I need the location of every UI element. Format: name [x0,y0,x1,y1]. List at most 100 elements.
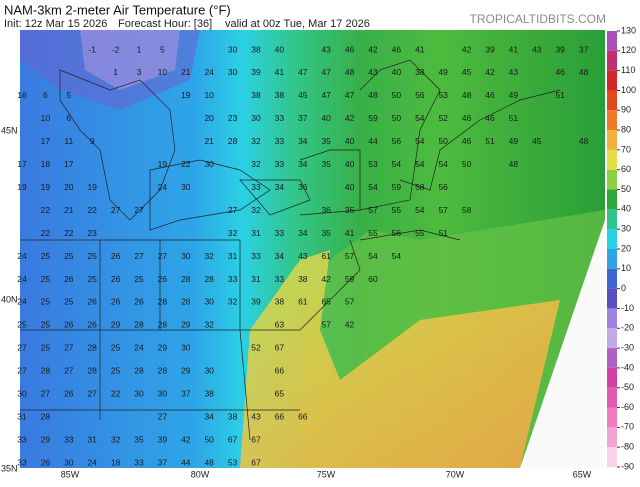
colorbar-label: -40 [621,362,634,372]
temperature-label: 25 [41,274,51,284]
colorbar-label: -20 [621,323,634,333]
temperature-label: 33 [134,457,144,467]
temperature-label: 25 [111,366,121,376]
temperature-label: 48 [462,90,472,100]
colorbar-label: 60 [621,164,631,174]
temperature-label: 33 [275,136,285,146]
longitude-label: 80W [191,469,210,479]
colorbar-segment [607,70,617,91]
temperature-label: 23 [87,228,97,238]
temperature-label: 65 [275,389,285,399]
temperature-label: 33 [17,457,27,467]
colorbar-label: -70 [621,422,634,432]
temperature-label: 19 [181,90,191,100]
temperature-label: 56 [415,90,425,100]
temperature-label: 43 [251,411,261,421]
temperature-label: 27 [134,251,144,261]
colorbar-segment [607,31,617,51]
temperature-label: 34 [298,228,308,238]
temperature-label: 56 [392,228,402,238]
temperature-label: 5 [66,90,71,100]
temperature-label: 27 [64,366,74,376]
temperature-label: 33 [275,113,285,123]
temperature-label: 53 [228,457,238,467]
temperature-label: 22 [41,205,51,215]
temperature-label: 38 [298,274,308,284]
temperature-label: 60 [368,274,378,284]
dynamic: -1 -2 1 5 30 38 40 43 46 42 46 41 42 39 41 43 39 371 3 10 21… [1,25,636,479]
temperature-label: 54 [438,159,448,169]
temperature-label: 48 [345,67,355,77]
temperature-label: 42 [345,113,355,123]
temperature-label: 34 [298,136,308,146]
temperature-label: 25 [64,297,74,307]
colorbar-label: 30 [621,224,631,234]
temperature-label: 10 [41,113,51,123]
temperature-label: 67 [275,343,285,353]
colorbar-segment [607,308,617,329]
temperature-label: 29 [181,320,191,330]
temperature-label: 30 [181,343,191,353]
temperature-label: 10 [158,67,168,77]
colorbar-label: -10 [621,303,634,313]
temperature-label: 48 [204,457,214,467]
temperature-label: 16 [17,90,27,100]
temperature-label: 42 [321,274,331,284]
colorbar-label: 80 [621,124,631,134]
colorbar-label: 90 [621,105,631,115]
temperature-label: 31 [87,434,97,444]
temperature-label: 57 [345,251,355,261]
temperature-label: 25 [41,251,51,261]
temperature-label: 28 [87,343,97,353]
temperature-label: 35 [321,136,331,146]
temperature-label: 29 [111,320,121,330]
temperature-label: 24 [204,67,214,77]
temperature-label: 28 [41,411,51,421]
longitude-label: 65W [573,469,592,479]
colorbar-label: 20 [621,243,631,253]
temperature-label: 25 [17,320,27,330]
temperature-label: 36 [321,205,331,215]
temperature-label: 42 [345,320,355,330]
temperature-label: 40 [321,113,331,123]
temperature-label: 27 [87,389,97,399]
temperature-label: 38 [275,297,285,307]
temperature-label: 33 [275,274,285,284]
temperature-label: 46 [462,113,472,123]
temperature-label: 41 [415,44,425,54]
temperature-label: 35 [321,159,331,169]
temperature-label: 33 [275,228,285,238]
temperature-label: 67 [251,457,261,467]
temperature-label: 28 [158,297,168,307]
cold-core [80,30,180,90]
colorbar-segment [607,348,617,368]
temperature-label: 5 [160,44,165,54]
temperature-label: 25 [87,274,97,284]
temperature-label: 54 [368,182,378,192]
temperature-label: 34 [298,159,308,169]
temperature-label: 32 [251,159,261,169]
temperature-label: 51 [438,228,448,238]
colorbar-segment [607,447,617,467]
temperature-label: 54 [415,159,425,169]
temperature-label: 37 [579,44,589,54]
temperature-label: 27 [41,389,51,399]
temperature-label: 55 [368,228,378,238]
temperature-label: 54 [392,159,402,169]
temperature-label: 54 [368,251,378,261]
temperature-label: 3 [137,67,142,77]
colorbar-label: 70 [621,144,631,154]
temperature-label: 39 [555,44,565,54]
site-name: TROPICALTIDBITS.COM [470,12,606,26]
temperature-label: -2 [112,44,120,54]
temperature-label: 40 [275,44,285,54]
temperature-label: 30 [181,182,191,192]
temperature-label: 30 [64,457,74,467]
colorbar-segment [607,229,617,249]
temperature-label: 43 [509,67,519,77]
colorbar-label: -50 [621,382,634,392]
temperature-label: 49 [509,90,519,100]
temperature-label: 20 [64,182,74,192]
temperature-label: 32 [204,251,214,261]
temperature-label: 38 [275,90,285,100]
